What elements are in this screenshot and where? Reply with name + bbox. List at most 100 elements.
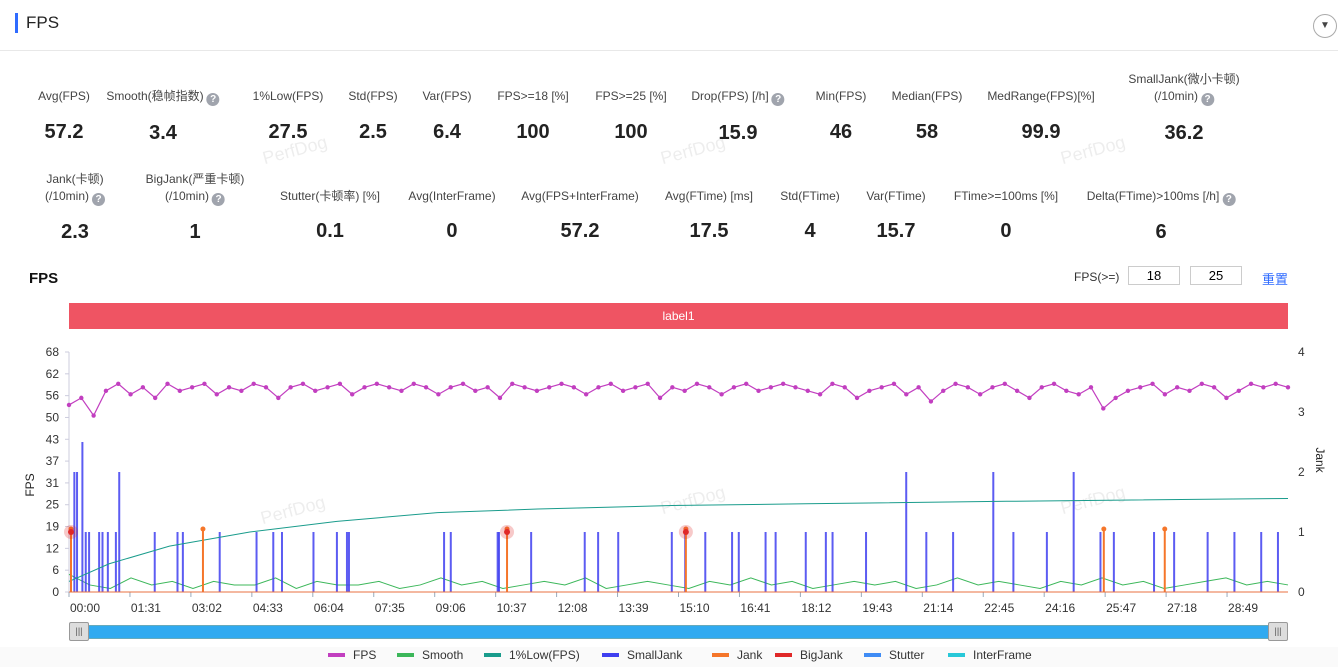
x-tick-label: 25:47	[1106, 601, 1136, 615]
legend-item-bigjank[interactable]: BigJank	[775, 648, 843, 662]
stat-stats_row2-2: Stutter(卡顿率) [%] 0.1	[280, 188, 380, 243]
stat-stats_row2-4: Avg(FPS+InterFrame) 57.2	[521, 188, 638, 243]
help-icon[interactable]: ?	[92, 193, 106, 206]
stat-value: 36.2	[1164, 122, 1204, 144]
small-jank-bar	[737, 532, 740, 592]
help-icon[interactable]: ?	[1201, 93, 1215, 106]
fps-point	[941, 388, 946, 394]
legend-item-smalljank[interactable]: SmallJank	[602, 648, 682, 662]
legend-item-smooth[interactable]: Smooth	[397, 648, 463, 662]
legend-item-1-low-fps-[interactable]: 1%Low(FPS)	[484, 648, 580, 662]
help-icon[interactable]: ?	[771, 93, 785, 106]
stat-label-unit: (/10min)?	[146, 188, 245, 206]
jank-point	[68, 526, 74, 532]
reset-button[interactable]: 重置	[1262, 272, 1289, 287]
slider-handle-right[interactable]: |||	[1268, 622, 1288, 641]
fps-point	[202, 381, 207, 386]
slider-handle-left[interactable]: |||	[69, 622, 89, 641]
y-tick-label: 0	[52, 585, 59, 599]
stat-label-unit: (/10min)?	[45, 188, 106, 206]
x-tick-label: 28:49	[1228, 601, 1258, 615]
fps-point	[510, 381, 515, 386]
fps-point	[177, 388, 183, 394]
threshold-input-2[interactable]	[1190, 266, 1242, 285]
y2-tick-label: 0	[1298, 585, 1305, 599]
fps-point	[707, 385, 712, 390]
fps-point	[1039, 385, 1044, 390]
fps-point	[79, 395, 84, 401]
legend-item-stutter[interactable]: Stutter	[864, 648, 924, 662]
legend-item-jank[interactable]: Jank	[712, 648, 762, 662]
fps-point	[1285, 385, 1291, 390]
fps-point	[386, 385, 392, 390]
fps-point	[620, 388, 626, 394]
stat-value: 0	[1000, 220, 1012, 242]
small-jank-bar	[347, 532, 350, 592]
stat-value: 99.9	[1021, 121, 1061, 143]
fps-point	[867, 388, 872, 394]
help-icon[interactable]: ?	[1222, 193, 1236, 206]
stat-label: Stutter(卡顿率) [%]	[279, 189, 381, 203]
stat-stats_row1-5: FPS>=18 [%] 100	[497, 88, 568, 144]
stat-value: 57.2	[44, 121, 84, 143]
legend-label: SmallJank	[627, 648, 683, 662]
stat-label: Var(FPS)	[422, 89, 472, 103]
legend-swatch-icon	[775, 653, 792, 657]
legend-item-interframe[interactable]: InterFrame	[948, 648, 1032, 662]
fps-point	[670, 385, 675, 390]
stat-label: Drop(FPS) [/h]?	[691, 88, 785, 106]
stat-label: Std(FTime)	[780, 189, 840, 203]
small-jank-bar	[704, 532, 707, 592]
small-jank-bar	[1153, 532, 1156, 592]
x-tick-label: 07:35	[375, 601, 405, 615]
legend-swatch-icon	[484, 653, 501, 657]
fps-line	[68, 382, 1289, 417]
small-jank-bar	[73, 472, 76, 592]
label-bar[interactable]: label1	[69, 303, 1288, 329]
fps-point	[977, 392, 983, 397]
time-range-slider[interactable]: ||| |||	[69, 622, 1288, 641]
stat-label: FPS>=18 [%]	[497, 89, 569, 103]
stat-stats_row1-8: Min(FPS) 46	[816, 88, 867, 144]
stat-value: 2.5	[359, 121, 387, 143]
stat-value: 100	[614, 121, 648, 143]
y-tick-label: 6	[52, 563, 59, 577]
y2-tick-label: 3	[1298, 405, 1305, 419]
fps-point	[953, 381, 958, 386]
legend-item-fps[interactable]: FPS	[328, 648, 376, 662]
stat-stats_row1-9: Median(FPS) 58	[892, 88, 963, 144]
small-jank-bar	[218, 532, 221, 592]
legend-swatch-icon	[328, 653, 345, 657]
fps-point	[189, 385, 195, 390]
y2-axis-label: Jank	[1313, 447, 1327, 473]
stat-stats_row1-6: FPS>=25 [%] 100	[595, 88, 666, 144]
fps-point	[473, 388, 478, 394]
stat-label-unit: (/10min)?	[1128, 88, 1239, 106]
stat-label: Std(FPS)	[348, 89, 398, 103]
help-icon[interactable]: ?	[206, 93, 220, 106]
small-jank-bar	[496, 532, 499, 592]
stat-stats_row2-8: FTime>=100ms [%] 0	[954, 188, 1058, 243]
x-tick-label: 06:04	[314, 601, 344, 615]
jank-point	[200, 526, 206, 532]
small-jank-bar	[1045, 532, 1048, 592]
stat-label: SmallJank(微小卡顿)	[1128, 72, 1240, 86]
small-jank-bar	[272, 532, 275, 592]
legend-label: Smooth	[422, 648, 464, 662]
small-jank-bar	[181, 532, 184, 592]
watermark: PerfDog	[1058, 481, 1128, 519]
y-tick-label: 12	[46, 541, 60, 555]
fps-point	[152, 395, 158, 401]
help-icon[interactable]: ?	[212, 193, 225, 206]
fps-point	[805, 388, 810, 394]
fps-point	[596, 385, 601, 390]
stat-label: Median(FPS)	[891, 89, 963, 103]
small-jank-bar	[312, 532, 315, 592]
small-jank-bar	[449, 532, 452, 592]
big-jank-halo	[500, 525, 515, 539]
small-jank-bar	[905, 472, 908, 592]
collapse-toggle-icon[interactable]: ▼	[1313, 14, 1337, 38]
slider-track[interactable]	[79, 625, 1278, 639]
threshold-input-1[interactable]	[1128, 266, 1180, 285]
big-jank-point	[504, 529, 511, 535]
